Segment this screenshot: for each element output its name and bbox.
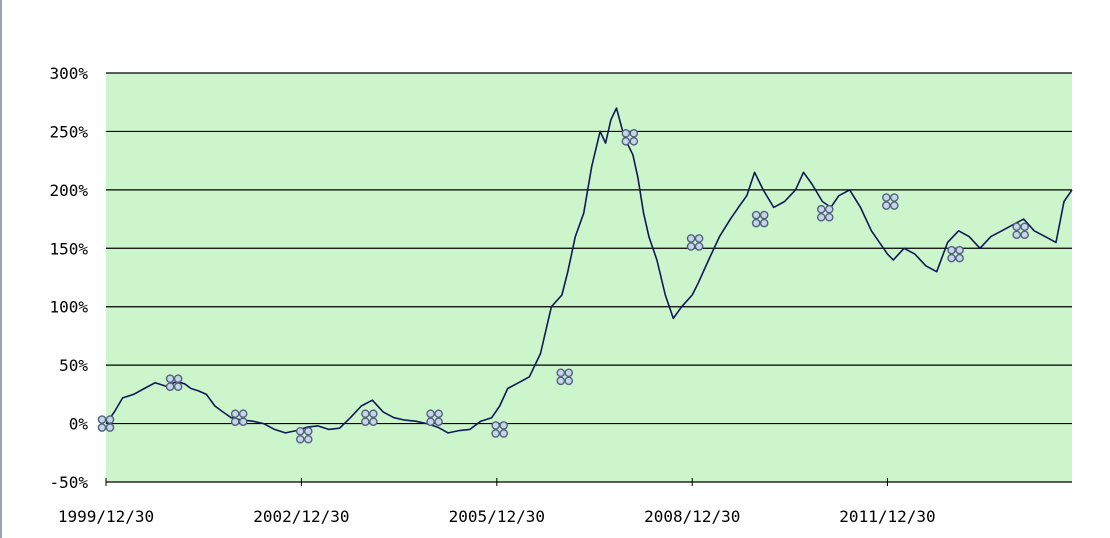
y-tick-label: 0%: [69, 415, 89, 434]
marker-dot: [955, 253, 964, 263]
marker-dot: [1020, 222, 1029, 232]
marker-dot: [303, 426, 313, 436]
marker-dot: [499, 421, 508, 430]
x-tick-label: 2011/12/30: [839, 507, 935, 526]
marker-dot: [564, 376, 574, 386]
y-tick-label: 200%: [49, 181, 88, 200]
marker-dot: [491, 429, 500, 438]
marker-dot: [824, 212, 834, 222]
marker-dot: [947, 245, 956, 255]
data-marker: [361, 409, 378, 427]
x-tick-label: 2005/12/30: [449, 507, 545, 526]
data-marker: [426, 409, 443, 427]
marker-dot: [686, 242, 696, 251]
marker-dot: [491, 421, 500, 430]
marker-dot: [751, 210, 761, 220]
series-line: [105, 107, 1073, 434]
marker-dot: [824, 204, 834, 214]
marker-dot: [890, 201, 899, 210]
marker-dot: [165, 374, 175, 383]
y-tick-label: 150%: [49, 239, 88, 258]
marker-dot: [694, 242, 704, 251]
marker-dot: [97, 423, 107, 432]
x-tick-label: 1999/12/30: [58, 507, 154, 526]
marker-dot: [1020, 230, 1029, 240]
marker-dot: [890, 193, 899, 202]
data-marker: [556, 368, 574, 386]
marker-dot: [1012, 230, 1021, 240]
marker-dot: [295, 426, 305, 436]
data-markers: [97, 128, 1029, 444]
marker-dot: [629, 136, 639, 146]
marker-dot: [230, 417, 240, 427]
marker-dot: [295, 434, 305, 444]
data-marker: [621, 128, 639, 146]
marker-dot: [361, 417, 370, 427]
data-marker: [882, 193, 899, 210]
marker-dot: [759, 210, 769, 220]
marker-dot: [426, 409, 435, 419]
marker-dot: [564, 368, 574, 378]
marker-dot: [173, 382, 183, 391]
plot-area: [106, 73, 1072, 482]
y-tick-label: 300%: [49, 64, 88, 83]
marker-dot: [434, 417, 443, 427]
x-tick-label: 2008/12/30: [644, 507, 740, 526]
marker-dot: [556, 376, 566, 386]
marker-dot: [499, 429, 508, 438]
marker-dot: [882, 193, 891, 202]
y-tick-label: 100%: [49, 298, 88, 317]
marker-dot: [369, 409, 378, 419]
data-marker: [230, 409, 248, 427]
marker-dot: [629, 128, 639, 138]
marker-dot: [361, 409, 370, 419]
marker-dot: [686, 234, 696, 243]
marker-dot: [694, 234, 704, 243]
y-tick-label: -50%: [49, 473, 88, 492]
data-marker: [491, 421, 508, 438]
data-marker: [165, 374, 183, 391]
marker-dot: [947, 253, 956, 263]
data-marker: [97, 415, 115, 432]
marker-dot: [556, 368, 566, 378]
y-tick-label: 50%: [59, 356, 88, 375]
marker-dot: [751, 218, 761, 228]
marker-dot: [759, 218, 769, 228]
marker-dot: [434, 409, 443, 419]
marker-dot: [369, 417, 378, 427]
marker-dot: [816, 212, 826, 222]
data-marker: [751, 210, 769, 228]
marker-dot: [165, 382, 175, 391]
marker-dot: [173, 374, 183, 383]
marker-dot: [621, 136, 631, 146]
data-marker: [947, 245, 964, 263]
marker-dot: [238, 417, 248, 427]
gridlines: [106, 72, 1072, 483]
marker-dot: [238, 409, 248, 419]
marker-dot: [816, 204, 826, 214]
x-tick-label: 2002/12/30: [253, 507, 349, 526]
marker-dot: [105, 423, 115, 432]
data-marker: [816, 204, 834, 222]
marker-dot: [303, 434, 313, 444]
marker-dot: [230, 409, 240, 419]
y-tick-label: 250%: [49, 122, 88, 141]
data-marker: [1012, 222, 1029, 240]
data-marker: [686, 234, 704, 251]
y-axis-tick-labels: -50% 0% 50% 100% 150% 200% 250% 300%: [49, 64, 88, 492]
data-marker: [295, 426, 313, 444]
marker-dot: [955, 245, 964, 255]
marker-dot: [105, 415, 115, 424]
marker-dot: [1012, 222, 1021, 232]
marker-dot: [882, 201, 891, 210]
marker-dot: [97, 415, 107, 424]
marker-dot: [621, 128, 631, 138]
x-axis-tick-labels: 1999/12/30 2002/12/30 2005/12/30 2008/12/30…: [58, 478, 936, 526]
marker-dot: [426, 417, 435, 427]
